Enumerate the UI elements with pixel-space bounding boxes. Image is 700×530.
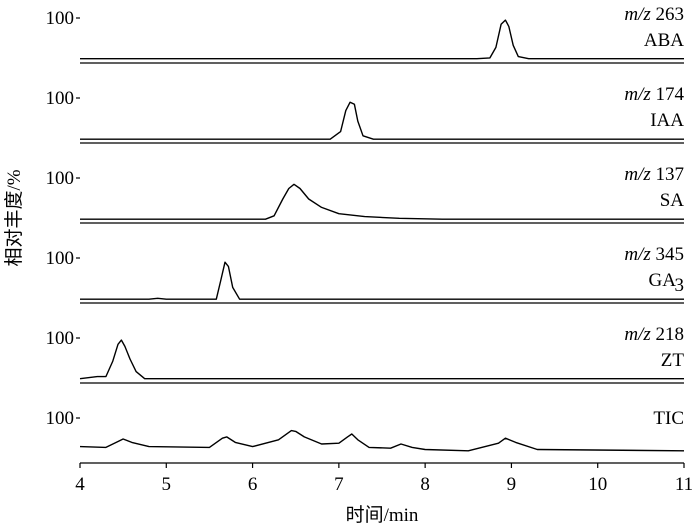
panel-zt: 100 m/z 218 ZT	[46, 324, 685, 384]
mz-label: m/z 345	[624, 244, 684, 265]
compound-label: GA	[649, 270, 677, 291]
panel-iaa: 100 m/z 174 IAA	[46, 84, 685, 144]
compound-name: SA	[660, 190, 685, 211]
compound-label: IAA	[650, 110, 684, 131]
mz-value: 263	[651, 4, 684, 25]
mz-label: m/z 174	[624, 84, 684, 105]
mz-value: 174	[651, 84, 685, 105]
mz-value: 218	[651, 324, 684, 345]
series-line-tic	[79, 429, 685, 452]
mz-label: m/z 137	[624, 164, 684, 185]
x-tick-label: 9	[507, 474, 517, 495]
mz-label: m/z 218	[624, 324, 684, 345]
compound-label: ZT	[661, 350, 685, 371]
compound-label: SA	[660, 190, 685, 211]
y-tick-label: 100	[46, 88, 75, 109]
compound-name: ZT	[661, 350, 685, 371]
x-axis-title: 时间/min	[346, 504, 419, 526]
compound-label: ABA	[644, 30, 684, 51]
panel-aba: 100 m/z 263 ABA	[46, 4, 684, 64]
x-axis: 4 5 6 7 8 9 10 11	[75, 463, 693, 495]
x-tick-label: 7	[334, 474, 344, 495]
y-tick-label: 100	[46, 328, 75, 349]
x-tick-label: 5	[162, 474, 172, 495]
mz-label: m/z 263	[624, 4, 684, 25]
series-line-sa	[80, 183, 684, 220]
mz-prefix: m/z	[624, 4, 651, 25]
series-line-ga	[80, 261, 684, 300]
mz-prefix: m/z	[624, 244, 651, 265]
compound-subscript: 3	[675, 275, 685, 296]
x-tick-label: 10	[588, 474, 607, 495]
panel-sa: 100 m/z 137 SA	[46, 164, 685, 224]
panel-tic: 100 TIC	[46, 408, 685, 464]
mz-prefix: m/z	[624, 164, 651, 185]
x-tick-label: 4	[75, 474, 85, 495]
compound-name: TIC	[653, 408, 684, 429]
series-line-aba	[80, 19, 684, 60]
y-tick-label: 100	[46, 408, 75, 429]
y-tick-label: 100	[46, 248, 75, 269]
compound-label: TIC	[653, 408, 684, 429]
x-tick-label: 11	[675, 474, 693, 495]
mz-value: 345	[651, 244, 684, 265]
compound-name: GA	[649, 270, 677, 291]
compound-name: ABA	[644, 30, 684, 51]
mz-value: 137	[651, 164, 684, 185]
x-tick-label: 6	[248, 474, 258, 495]
mz-prefix: m/z	[624, 84, 651, 105]
x-tick-label: 8	[420, 474, 430, 495]
compound-name: IAA	[650, 110, 684, 131]
series-line-zt	[79, 339, 684, 380]
y-axis-title: 相对丰度/%	[3, 169, 25, 266]
y-tick-label: 100	[46, 168, 75, 189]
series-line-iaa	[80, 101, 684, 140]
y-tick-label: 100	[46, 8, 75, 29]
mz-prefix: m/z	[624, 324, 651, 345]
panel-ga: 100 m/z 345 GA3	[46, 244, 685, 304]
